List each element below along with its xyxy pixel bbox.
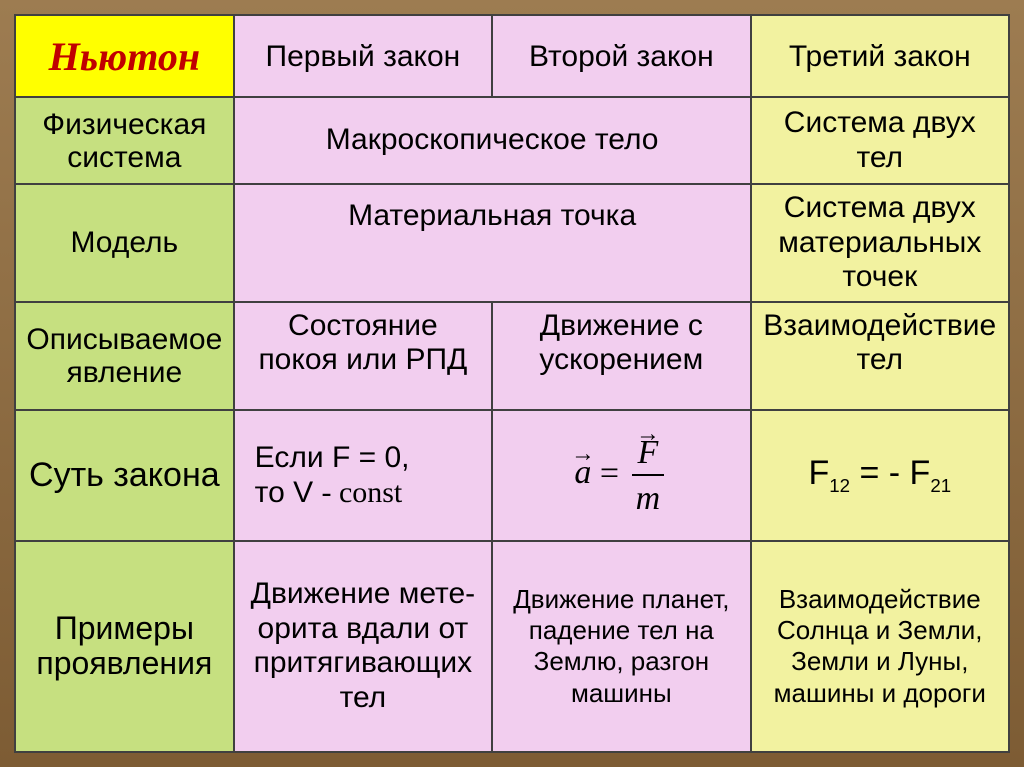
essence-law1-line2b: - const [321,476,402,509]
cell-model-law12: Материальная точка [234,184,751,302]
table-title: Ньютон [15,15,234,97]
cell-model-law3: Система двух материальных точек [751,184,1009,302]
essence-law1-line2a: то V [255,476,322,509]
vec-a: a [574,454,591,492]
var-m: m [632,476,665,518]
cell-examples-law1: Движение мете-орита вдали от притягивающ… [234,541,492,752]
table-frame: Ньютон Первый закон Второй закон Третий … [0,0,1024,767]
newton-laws-table: Ньютон Первый закон Второй закон Третий … [14,14,1010,753]
row-head-examples: Примеры проявления [15,541,234,752]
cell-phenomenon-law1: Состояние покоя или РПД [234,302,492,411]
cell-phys-system-law12: Макроскопическое тело [234,97,751,183]
row-head-phenomenon: Описываемое явление [15,302,234,411]
row-head-model: Модель [15,184,234,302]
cell-essence-law1: Если F = 0, то V - const [234,410,492,541]
cell-essence-law3: F12 = - F21 [751,410,1009,541]
essence-law1-line1: Если F = 0, [255,441,410,474]
eq-sign: = [591,454,627,491]
row-head-phys-system: Физическая система [15,97,234,183]
cell-examples-law2: Движение планет, падение тел на Землю, р… [492,541,750,752]
cell-phenomenon-law2: Движение с ускорением [492,302,750,411]
col-header-law2: Второй закон [492,15,750,97]
f12-mid: = - F [850,454,930,492]
cell-examples-law3: Взаимодействие Солнца и Земли, Земли и Л… [751,541,1009,752]
cell-phys-system-law3: Система двух тел [751,97,1009,183]
col-header-law1: Первый закон [234,15,492,97]
f12-sub: 12 [829,475,850,496]
f21-sub: 21 [930,475,951,496]
vec-F: F [638,434,659,472]
row-head-essence: Суть закона [15,410,234,541]
f12-f: F [808,454,829,492]
cell-phenomenon-law3: Взаимодействие тел [751,302,1009,411]
fraction: Fm [632,434,665,518]
col-header-law3: Третий закон [751,15,1009,97]
cell-essence-law2: a = Fm [492,410,750,541]
